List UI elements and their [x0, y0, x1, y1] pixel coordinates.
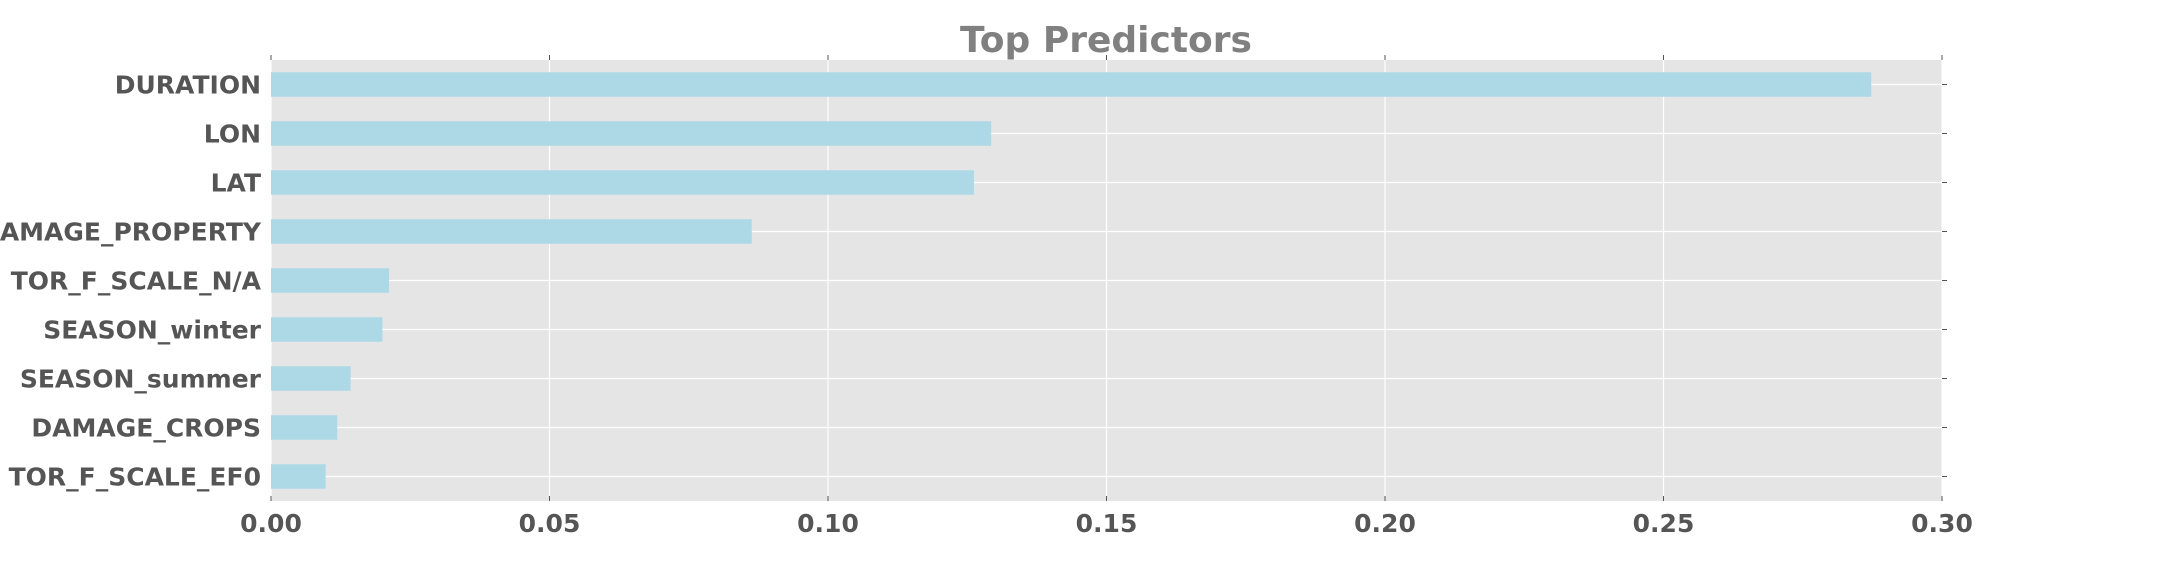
y-tick-label: LAT: [211, 169, 261, 198]
x-tick-label: 0.05: [519, 509, 581, 538]
x-tick-label: 0.00: [240, 509, 302, 538]
x-tick-label: 0.30: [1911, 509, 1973, 538]
bar: [271, 317, 383, 342]
y-tick-label: LON: [204, 120, 261, 149]
x-tick-label: 0.10: [797, 509, 859, 538]
x-tick-label: 0.20: [1354, 509, 1416, 538]
y-tick-label: SEASON_winter: [43, 316, 261, 345]
y-tick-label: TOR_F_SCALE_N/A: [11, 267, 262, 296]
x-axis-labels: 0.00 0.05 0.10 0.15 0.20 0.25 0.30: [240, 509, 1973, 538]
x-tick-label: 0.15: [1076, 509, 1138, 538]
bar: [271, 464, 326, 489]
y-tick-label: DURATION: [115, 71, 261, 100]
bar: [271, 219, 752, 244]
y-tick-label: DAMAGE_CROPS: [31, 414, 261, 443]
bar: [271, 170, 974, 195]
y-axis-labels: TOR_F_SCALE_EF0 DAMAGE_CROPS SEASON_summer…: [0, 71, 262, 492]
bar: [271, 72, 1872, 97]
bars-group: [271, 72, 1872, 489]
tick-marks: [270, 55, 1947, 501]
bar: [271, 268, 390, 293]
y-tick-label: TOR_F_SCALE_EF0: [9, 463, 261, 492]
bar: [271, 415, 338, 440]
bar: [271, 121, 992, 146]
y-tick-label: SEASON_summer: [20, 365, 262, 394]
x-tick-label: 0.25: [1633, 509, 1695, 538]
y-tick-label: DAMAGE_PROPERTY: [0, 218, 262, 247]
bar: [271, 366, 351, 391]
chart-title: Top Predictors: [960, 20, 1252, 61]
